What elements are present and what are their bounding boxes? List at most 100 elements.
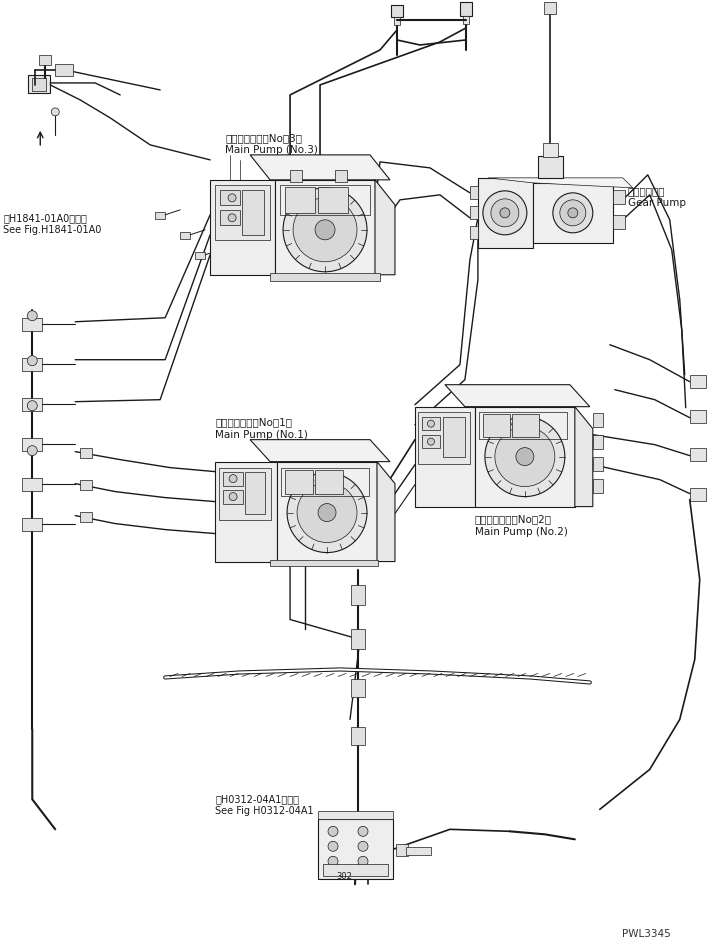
Text: 第H0312-04A1図参照: 第H0312-04A1図参照 [215,794,299,804]
Bar [479,412,567,439]
Bar [280,185,370,215]
Bar [275,180,375,275]
Bar [281,467,369,495]
Text: 第H1841-01A0図参照: 第H1841-01A0図参照 [4,213,87,223]
Circle shape [358,856,368,867]
Circle shape [229,475,237,482]
Bar [277,462,377,561]
Bar [592,479,603,493]
Bar [460,2,472,16]
Bar [315,470,343,494]
Circle shape [228,194,236,202]
Bar [351,629,365,649]
Bar [543,143,558,157]
Polygon shape [445,384,590,407]
Bar [242,190,264,235]
Bar [613,215,625,229]
Bar [22,317,42,331]
Circle shape [229,493,237,500]
Bar [215,185,270,240]
Bar [245,472,265,513]
Circle shape [27,356,37,365]
Bar [180,232,190,239]
Bar [220,190,240,204]
Circle shape [297,482,357,543]
Text: メインポンプ（No．2）: メインポンプ（No．2） [475,514,552,525]
Bar [323,865,388,876]
Circle shape [328,856,338,867]
Bar [690,447,706,461]
Circle shape [287,473,367,553]
Bar [81,479,92,490]
Polygon shape [250,154,390,180]
Circle shape [283,187,367,272]
Circle shape [315,219,335,240]
Polygon shape [488,178,633,187]
Text: Gear Pump: Gear Pump [628,198,686,208]
Bar [285,187,315,213]
Bar [475,407,574,507]
Bar [394,17,400,25]
Bar [478,178,533,248]
Bar [351,679,365,697]
Bar [22,478,42,491]
Bar [22,438,42,450]
Bar [32,78,46,91]
Bar [215,462,277,561]
Polygon shape [250,440,390,462]
Bar [220,210,240,225]
Bar [270,560,378,565]
Text: メインポンプ（No．1）: メインポンプ（No．1） [215,417,292,428]
Bar [483,414,510,437]
Bar [690,375,706,388]
Bar [533,183,613,243]
Bar [81,512,92,522]
Bar [512,414,539,437]
Text: See Fig H0312-04A1: See Fig H0312-04A1 [215,806,313,817]
Bar [290,170,302,182]
Circle shape [553,193,592,233]
Circle shape [293,198,357,262]
Bar [422,434,440,447]
Bar [219,467,271,520]
Text: Main Pump (No.2): Main Pump (No.2) [475,527,568,537]
Circle shape [427,420,434,427]
Bar [22,517,42,530]
Bar [28,75,50,93]
Circle shape [328,826,338,836]
Circle shape [358,826,368,836]
Bar [406,847,431,855]
Bar [592,413,603,427]
Text: PWL3345: PWL3345 [622,929,671,939]
Bar [155,212,165,219]
Text: See Fig.H1841-01A0: See Fig.H1841-01A0 [4,225,101,235]
Bar [318,811,393,820]
Bar [22,398,42,411]
Bar [463,16,469,24]
Circle shape [27,400,37,411]
Bar [351,727,365,745]
Bar [285,470,313,494]
Bar [415,407,475,507]
Circle shape [427,438,434,446]
Bar [592,434,603,448]
Bar [538,155,563,178]
Circle shape [27,446,37,456]
Circle shape [483,191,527,235]
Circle shape [568,208,578,218]
Bar [592,457,603,471]
Bar [195,252,205,259]
Bar [318,187,348,213]
Text: Main Pump (No.1): Main Pump (No.1) [215,430,308,440]
Bar [270,273,380,281]
Circle shape [328,841,338,852]
Bar [335,170,347,182]
Circle shape [358,841,368,852]
Bar [690,488,706,500]
Bar [81,447,92,458]
Circle shape [228,214,236,221]
Bar [544,2,556,14]
Circle shape [516,447,534,465]
Text: Main Pump (No.3): Main Pump (No.3) [225,145,318,154]
Text: メインポンプ（No．3）: メインポンプ（No．3） [225,133,302,143]
